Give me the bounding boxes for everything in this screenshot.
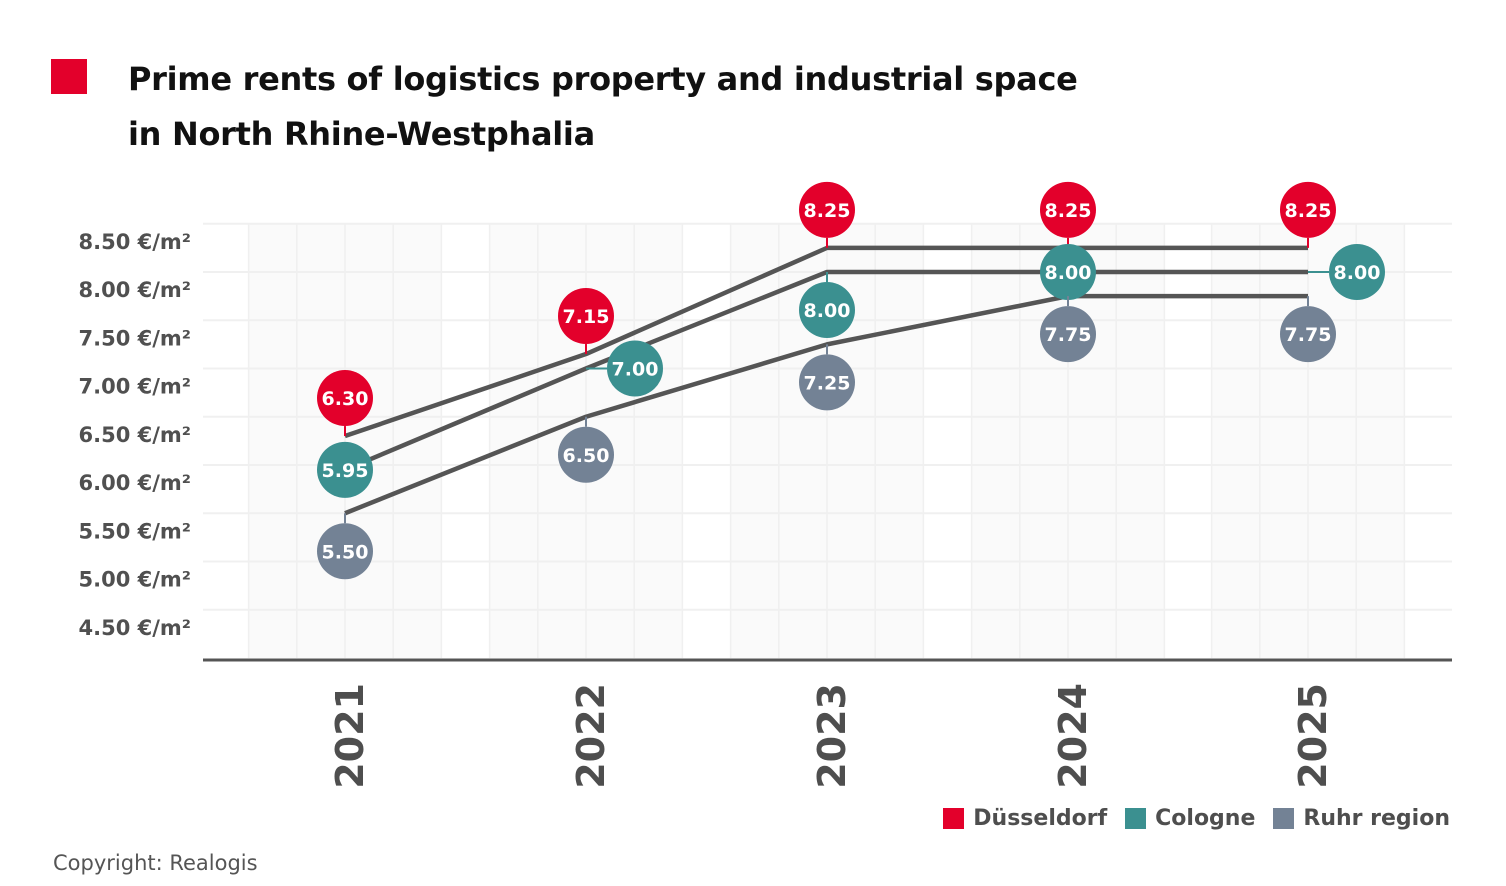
x-tick-label-group: 2022 — [569, 683, 613, 789]
legend-item-dusseldorf[interactable]: Düsseldorf — [943, 806, 1107, 831]
data-bubble-d-sseldorf-2023 — [799, 181, 855, 238]
data-bubble-d-sseldorf-2025 — [1280, 181, 1336, 238]
x-tick-label-2021: 2021 — [328, 683, 372, 789]
data-label-cologne-2024: 8.00 — [1045, 262, 1092, 284]
data-label-ruhr-region-2025: 7.75 — [1285, 324, 1332, 346]
data-label-cologne-2023: 8.00 — [804, 300, 851, 322]
data-label-bubbles: 6.30 7.15 8.25 8.25 8.25 5.95 7.00 8.00 8.00 8.00… — [317, 181, 1385, 580]
data-label-cologne-2021: 5.95 — [322, 460, 369, 482]
x-tick-label-2025: 2025 — [1291, 683, 1335, 789]
data-label-ruhr-region-2023: 7.25 — [804, 372, 851, 394]
data-bubble-ruhr-region-2023 — [799, 354, 855, 411]
data-bubble-cologne-2022 — [607, 340, 663, 397]
data-label-d-sseldorf-2024: 8.25 — [1045, 200, 1092, 222]
data-bubble-ruhr-region-2021 — [317, 523, 373, 580]
data-bubble-cologne-2023 — [799, 282, 855, 338]
y-tick-label: 5.50 €/m² — [79, 519, 192, 543]
data-label-ruhr-region-2021: 5.50 — [322, 541, 369, 563]
x-tick-label-2024: 2024 — [1051, 683, 1095, 789]
x-axis-tick-labels: 2021 2022 2023 2024 2025 — [328, 683, 1335, 789]
x-tick-label-group: 2021 — [328, 683, 372, 789]
y-tick-label: 7.50 €/m² — [79, 326, 192, 350]
data-bubble-ruhr-region-2025 — [1280, 306, 1336, 363]
x-tick-label-2023: 2023 — [810, 683, 854, 789]
copyright-text: Copyright: Realogis — [53, 851, 258, 875]
data-bubble-d-sseldorf-2021 — [317, 370, 373, 427]
y-tick-label: 5.00 €/m² — [79, 568, 192, 592]
legend-label-dusseldorf: Düsseldorf — [973, 806, 1108, 831]
title-marker-square — [51, 59, 87, 94]
data-bubble-cologne-2021 — [317, 441, 373, 498]
y-tick-label: 8.50 €/m² — [79, 230, 192, 254]
data-label-d-sseldorf-2025: 8.25 — [1285, 200, 1332, 222]
y-tick-label: 8.00 €/m² — [79, 278, 192, 302]
y-tick-label: 4.50 €/m² — [79, 616, 192, 640]
x-tick-label-group: 2025 — [1291, 683, 1335, 789]
legend: Düsseldorf Cologne Ruhr region — [925, 806, 1450, 831]
data-bubble-cologne-2025 — [1329, 244, 1385, 300]
data-label-ruhr-region-2024: 7.75 — [1045, 324, 1092, 346]
y-tick-label: 6.00 €/m² — [79, 471, 192, 495]
data-label-ruhr-region-2022: 6.50 — [563, 445, 610, 467]
legend-item-cologne[interactable]: Cologne — [1125, 806, 1255, 831]
chart-title: Prime rents of logistics property and in… — [128, 52, 1328, 162]
data-bubble-cologne-2024 — [1040, 244, 1096, 300]
chart-title-line-1: Prime rents of logistics property and in… — [128, 60, 1078, 98]
data-label-cologne-2022: 7.00 — [612, 359, 659, 381]
legend-label-ruhr-region: Ruhr region — [1303, 806, 1450, 831]
data-label-d-sseldorf-2023: 8.25 — [804, 200, 851, 222]
x-tick-label-group: 2024 — [1051, 683, 1095, 789]
data-label-d-sseldorf-2021: 6.30 — [322, 388, 369, 410]
legend-swatch-cologne — [1125, 808, 1147, 829]
y-tick-label: 7.00 €/m² — [79, 375, 192, 399]
data-label-cologne-2025: 8.00 — [1334, 262, 1381, 284]
y-tick-label: 6.50 €/m² — [79, 423, 192, 447]
legend-swatch-ruhr-region — [1273, 808, 1295, 829]
data-bubble-d-sseldorf-2022 — [558, 288, 614, 345]
y-axis-tick-labels: 4.50 €/m² 5.00 €/m² 5.50 €/m² 6.00 €/m² 6.50… — [79, 230, 192, 640]
legend-swatch-dusseldorf — [943, 808, 965, 829]
x-tick-label-2022: 2022 — [569, 683, 613, 789]
chart-title-line-2: in North Rhine-Westphalia — [128, 115, 595, 153]
legend-label-cologne: Cologne — [1155, 806, 1256, 831]
data-label-d-sseldorf-2022: 7.15 — [563, 306, 610, 328]
data-bubble-ruhr-region-2024 — [1040, 306, 1096, 363]
data-bubble-ruhr-region-2022 — [558, 426, 614, 483]
data-bubble-d-sseldorf-2024 — [1040, 181, 1096, 238]
legend-item-ruhr-region[interactable]: Ruhr region — [1273, 806, 1450, 831]
x-tick-label-group: 2023 — [810, 683, 854, 789]
